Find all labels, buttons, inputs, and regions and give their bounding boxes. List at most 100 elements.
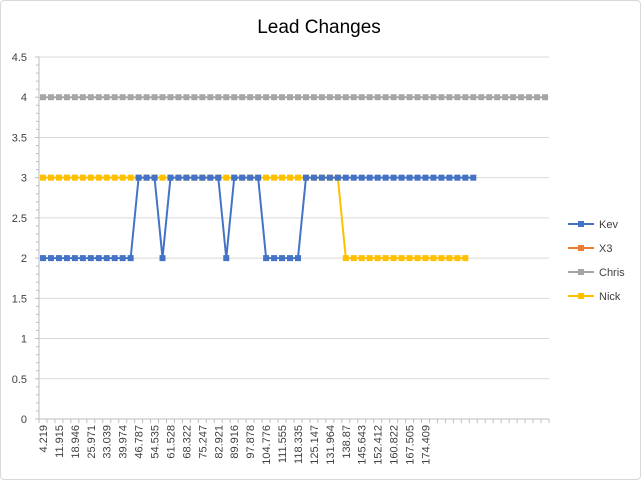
data-point-chris xyxy=(486,94,493,101)
legend-item-kev: Kev xyxy=(568,219,618,231)
data-point-nick xyxy=(454,255,461,262)
data-point-nick xyxy=(271,174,278,181)
x-tick-label: 167.505 xyxy=(405,425,417,465)
data-point-chris xyxy=(183,94,190,101)
legend-marker xyxy=(578,269,584,275)
data-point-nick xyxy=(87,174,94,181)
data-point-nick xyxy=(119,174,126,181)
data-point-chris xyxy=(318,94,325,101)
gridlines xyxy=(39,56,549,380)
data-point-chris xyxy=(430,94,437,101)
data-point-chris xyxy=(542,94,549,101)
legend-item-chris: Chris xyxy=(568,267,625,279)
data-point-nick xyxy=(79,174,86,181)
data-point-nick xyxy=(366,255,373,262)
x-tick-label: 138.87 xyxy=(341,425,353,459)
x-tick-label: 111.555 xyxy=(277,425,289,463)
data-point-nick xyxy=(95,174,102,181)
x-tick-label: 97.878 xyxy=(245,425,257,459)
data-point-kev xyxy=(247,174,254,181)
legend-label: Chris xyxy=(599,267,625,279)
data-point-kev xyxy=(398,174,405,181)
data-point-nick xyxy=(127,174,134,181)
data-point-chris xyxy=(239,94,246,101)
legend-marker xyxy=(578,293,584,299)
data-point-nick xyxy=(382,255,389,262)
data-point-kev xyxy=(263,255,270,262)
data-point-chris xyxy=(111,94,118,101)
data-point-chris xyxy=(223,94,230,101)
data-point-chris xyxy=(263,94,270,101)
x-tick-label: 131.964 xyxy=(325,425,337,465)
data-point-chris xyxy=(470,94,477,101)
data-point-nick xyxy=(71,174,78,181)
y-tick-label: 1.5 xyxy=(12,293,27,305)
data-point-kev xyxy=(215,174,222,181)
data-point-chris xyxy=(502,94,509,101)
y-tick-label: 0 xyxy=(21,414,27,426)
x-tick-label: 152.412 xyxy=(373,425,385,465)
y-tick-label: 4.5 xyxy=(12,52,27,64)
data-point-kev xyxy=(159,255,166,262)
data-point-kev xyxy=(39,255,46,262)
x-tick-label: 118.335 xyxy=(293,425,305,464)
data-point-chris xyxy=(494,94,501,101)
data-point-nick xyxy=(342,255,349,262)
data-point-nick xyxy=(390,255,397,262)
data-point-nick xyxy=(111,174,118,181)
data-point-kev xyxy=(151,174,158,181)
x-tick-label: 82.921 xyxy=(213,425,225,459)
legend-marker xyxy=(578,245,584,251)
data-point-chris xyxy=(374,94,381,101)
legend-label: Nick xyxy=(599,291,621,303)
data-point-kev xyxy=(47,255,54,262)
series-kev xyxy=(39,174,477,262)
data-point-kev xyxy=(135,174,142,181)
data-point-chris xyxy=(478,94,485,101)
data-point-chris xyxy=(151,94,158,101)
data-point-kev xyxy=(255,174,262,181)
x-tick-label: 11.915 xyxy=(54,425,66,458)
x-tick-label: 18.946 xyxy=(70,425,82,459)
axes: 0 0.5 1 1.5 2 2.5 3 3.5 4 4.5 4.219 11.915 18.946 25.… xyxy=(12,52,550,465)
data-point-kev xyxy=(414,174,421,181)
data-point-chris xyxy=(255,94,262,101)
data-point-kev xyxy=(239,174,246,181)
y-tick-label: 4 xyxy=(21,92,27,104)
x-tick-label: 25.971 xyxy=(86,425,98,459)
data-point-kev xyxy=(342,174,349,181)
data-point-kev xyxy=(95,255,102,262)
data-point-chris xyxy=(207,94,214,101)
data-point-chris xyxy=(287,94,294,101)
legend-label: X3 xyxy=(599,243,612,255)
data-point-kev xyxy=(199,174,206,181)
data-point-chris xyxy=(159,94,166,101)
data-point-nick xyxy=(430,255,437,262)
data-point-kev xyxy=(183,174,190,181)
legend: Kev X3 Chris Nick xyxy=(568,219,625,303)
data-point-kev xyxy=(175,174,182,181)
data-point-kev xyxy=(111,255,118,262)
data-point-chris xyxy=(87,94,94,101)
data-point-chris xyxy=(79,94,86,101)
data-point-kev xyxy=(287,255,294,262)
data-point-chris xyxy=(47,94,54,101)
data-point-kev xyxy=(63,255,70,262)
data-point-nick xyxy=(358,255,365,262)
data-point-chris xyxy=(534,94,541,101)
data-point-chris xyxy=(454,94,461,101)
data-point-chris xyxy=(510,94,517,101)
data-point-chris xyxy=(103,94,110,101)
data-point-kev xyxy=(374,174,381,181)
data-point-chris xyxy=(462,94,469,101)
data-point-chris xyxy=(215,94,222,101)
data-point-chris xyxy=(326,94,333,101)
data-point-chris xyxy=(358,94,365,101)
x-tick-label: 61.528 xyxy=(165,425,177,459)
data-point-kev xyxy=(119,255,126,262)
data-point-kev xyxy=(318,174,325,181)
data-point-kev xyxy=(87,255,94,262)
data-point-kev xyxy=(103,255,110,262)
series-chris xyxy=(39,94,549,101)
data-point-chris xyxy=(127,94,134,101)
